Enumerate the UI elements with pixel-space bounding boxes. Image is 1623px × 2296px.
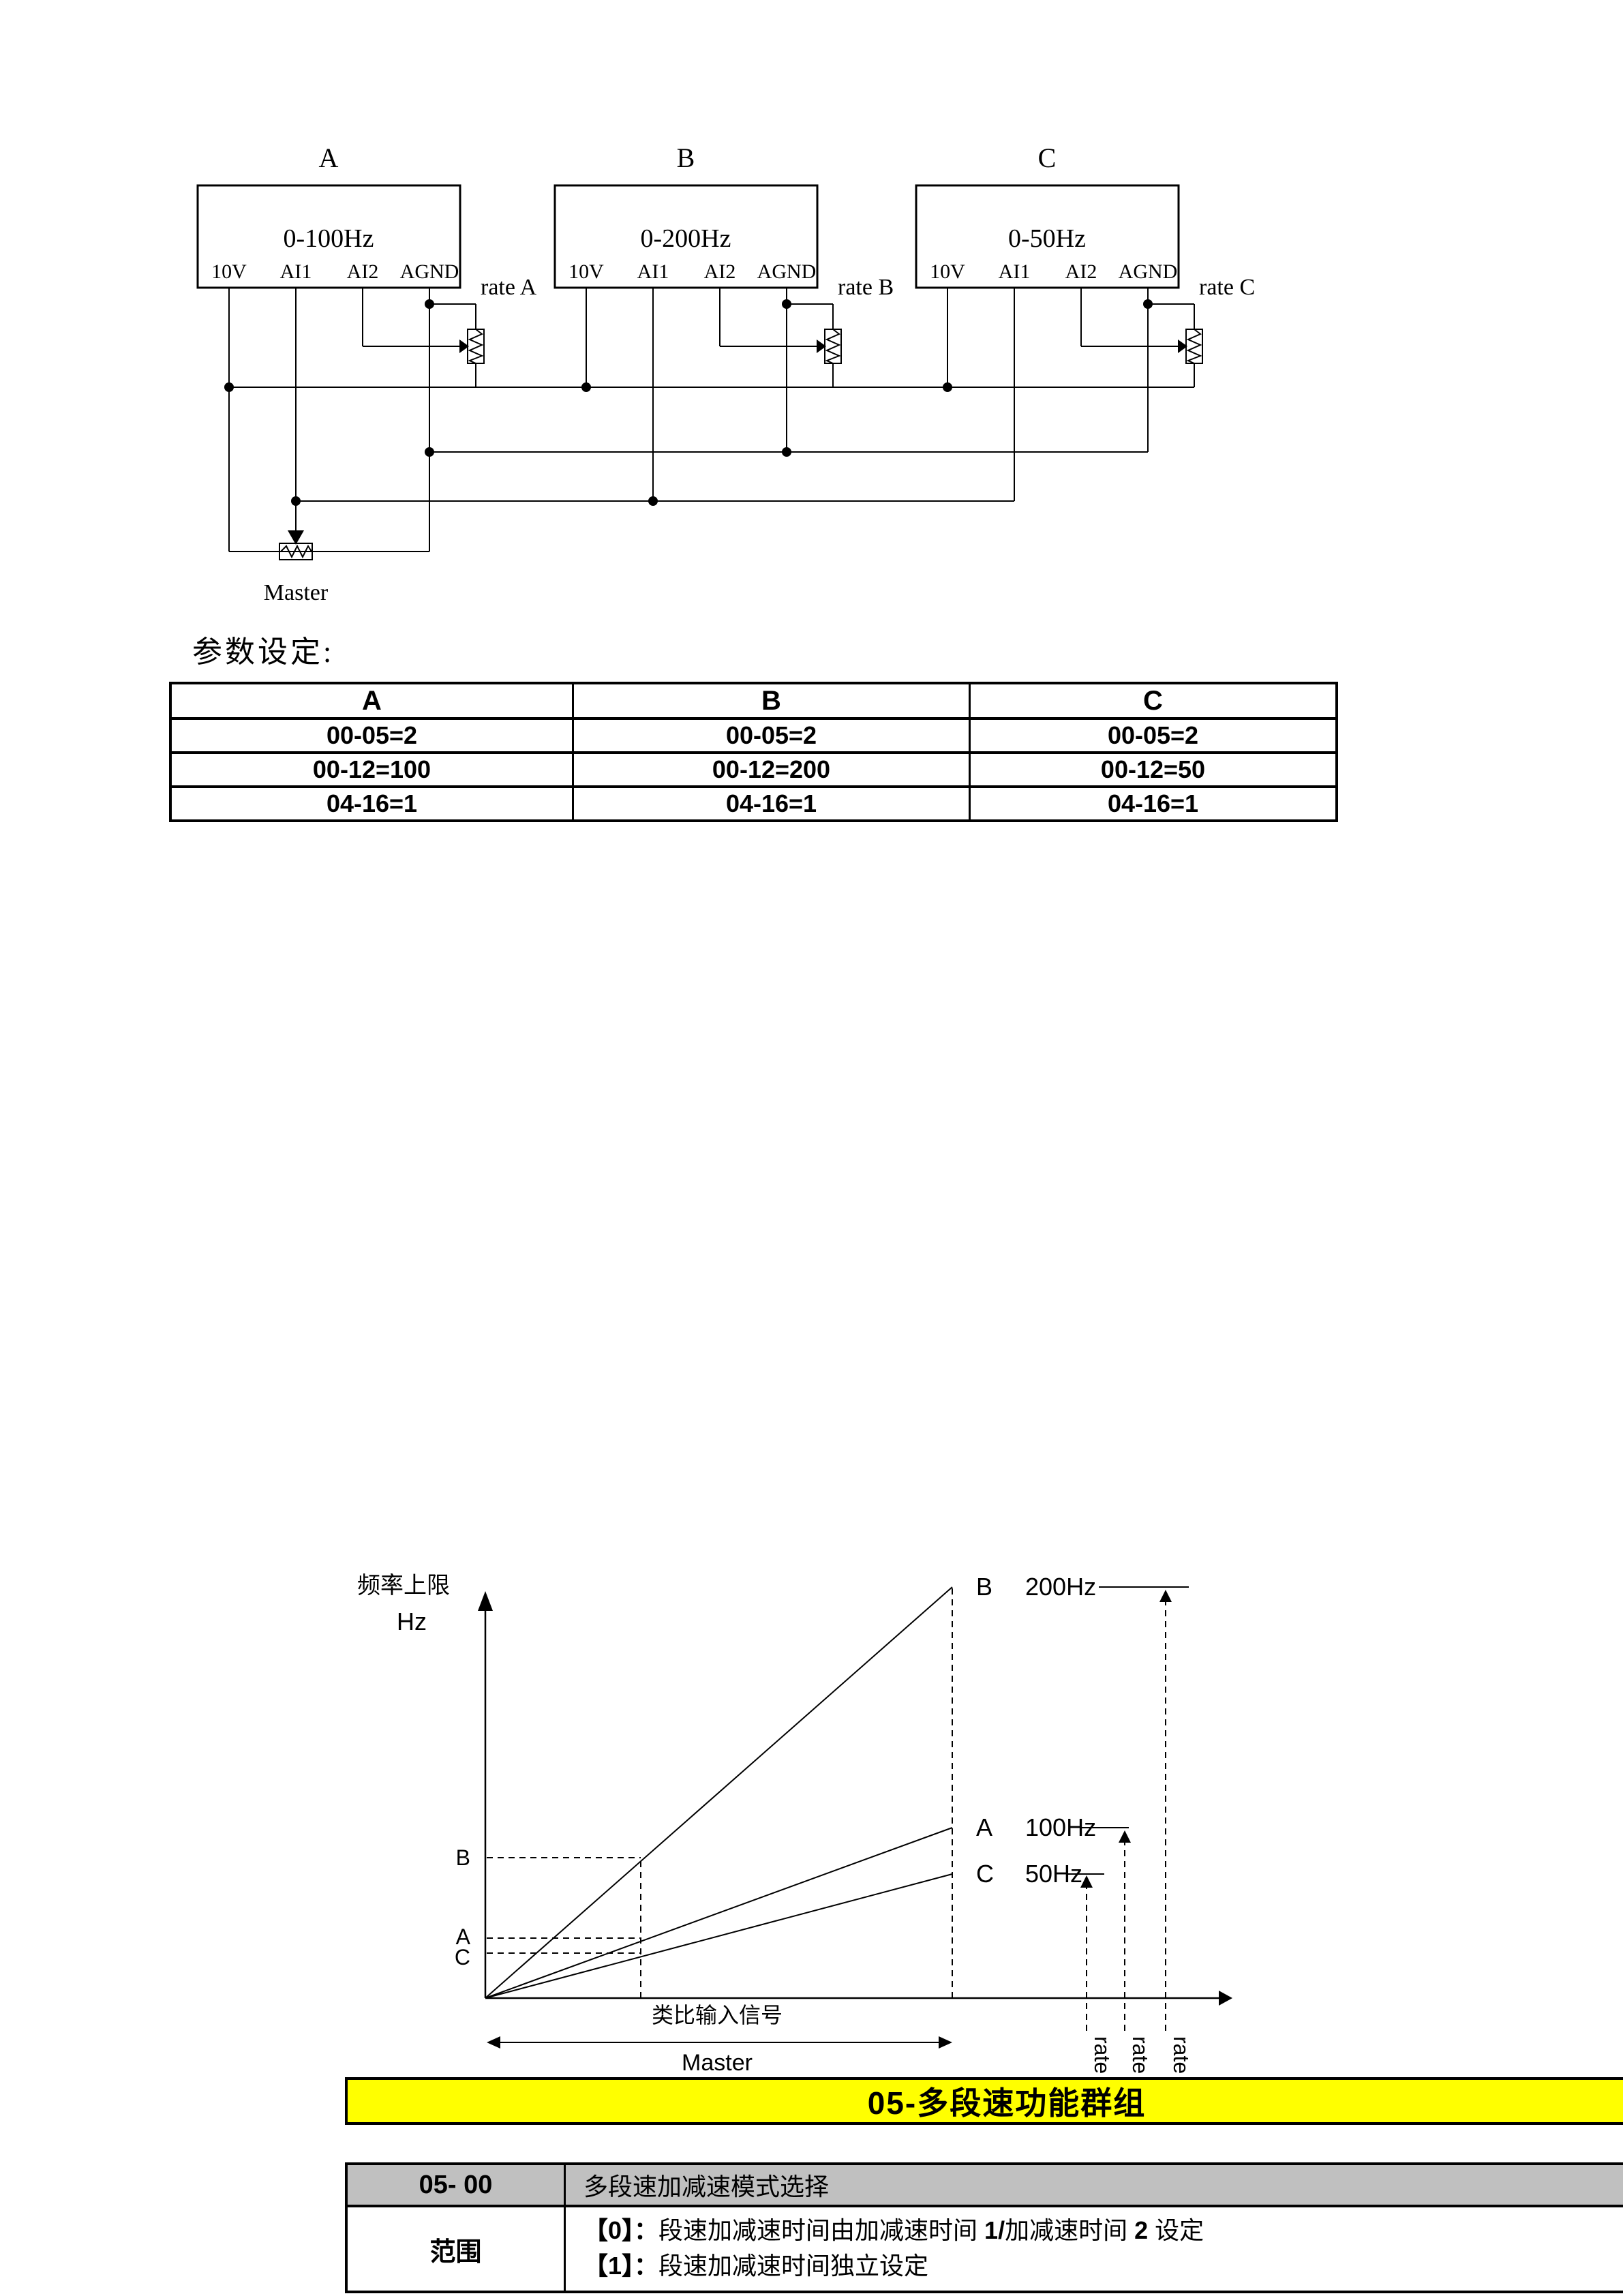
module-a-frequency-range: 0-100Hz bbox=[284, 224, 374, 253]
line-c bbox=[485, 1873, 953, 1999]
range-values: 【0】：段速加减速时间由加减速时间 1/加减速时间 2 设定 【1】：段速加减速… bbox=[566, 2207, 1623, 2291]
range-option-1: 【1】：段速加减速时间独立设定 bbox=[583, 2252, 929, 2280]
group-banner: 05-多段速功能群组 bbox=[345, 2077, 1623, 2125]
param-row: 00-12=100 00-12=200 00-12=50 bbox=[172, 751, 1335, 785]
module-a: A 0-100Hz 10V AI1 AI2 AGND rate A bbox=[196, 142, 537, 501]
terminal-ai1: AI1 bbox=[999, 260, 1031, 283]
wiring-diagram: A 0-100Hz 10V AI1 AI2 AGND rate A B 0-20… bbox=[196, 142, 1255, 605]
x-axis-arrow bbox=[1219, 1991, 1232, 2006]
header-a: A bbox=[172, 684, 574, 717]
module-b-frequency-range: 0-200Hz bbox=[641, 224, 731, 253]
rate-c-label: rate C bbox=[1199, 275, 1255, 300]
terminal-ai2: AI2 bbox=[1065, 260, 1097, 283]
range-option-0: 【0】：段速加减速时间由加减速时间 1/加减速时间 2 设定 bbox=[583, 2216, 1204, 2244]
left-marker-a: A bbox=[456, 1924, 471, 1949]
series-a-name: A bbox=[976, 1813, 992, 1841]
y-axis-unit: Hz bbox=[397, 1607, 427, 1635]
master-label: Master bbox=[264, 580, 329, 605]
param-table-header: A B C bbox=[172, 684, 1335, 717]
frequency-chart: 频率上限 Hz B A C B 200Hz A 100Hz C 50Hz bbox=[357, 1573, 1232, 2096]
left-marker-b: B bbox=[456, 1845, 470, 1870]
header-c: C bbox=[1143, 686, 1163, 716]
y-axis-label-cn: 频率上限 bbox=[357, 1573, 450, 1599]
param-row: 00-05=2 00-05=2 00-05=2 bbox=[172, 717, 1335, 751]
rate-b-label: rate B bbox=[838, 275, 894, 300]
param-0500-table: 05- 00 多段速加减速模式选择 范围 【0】：段速加减速时间由加减速时间 1… bbox=[345, 2162, 1623, 2293]
param-table-caption: 参数设定: bbox=[192, 635, 335, 669]
line-a bbox=[485, 1827, 953, 1999]
param-code: 05- 00 bbox=[348, 2165, 566, 2205]
rate-a-label: rate A bbox=[481, 275, 537, 300]
series-c-name: C bbox=[976, 1860, 994, 1888]
master-potentiometer: Master bbox=[228, 387, 430, 605]
terminal-10v: 10V bbox=[930, 260, 965, 283]
terminal-10v: 10V bbox=[568, 260, 604, 283]
group-banner-title: 05-多段速功能群组 bbox=[867, 2085, 1147, 2121]
terminal-agnd: AGND bbox=[400, 260, 459, 283]
terminal-ai2: AI2 bbox=[347, 260, 379, 283]
module-b-title: B bbox=[677, 142, 695, 173]
module-c: C 0-50Hz 10V AI1 AI2 AGND rate C bbox=[915, 142, 1255, 501]
module-c-frequency-range: 0-50Hz bbox=[1008, 224, 1086, 253]
param-desc: 多段速加减速模式选择 bbox=[583, 2173, 830, 2201]
series-b-freq: 200Hz bbox=[1025, 1573, 1096, 1601]
bus-wires bbox=[224, 382, 1194, 506]
table-row: 范围 【0】：段速加减速时间由加减速时间 1/加减速时间 2 设定 【1】：段速… bbox=[348, 2205, 1623, 2291]
terminal-agnd: AGND bbox=[757, 260, 817, 283]
terminal-10v: 10V bbox=[211, 260, 247, 283]
module-c-title: C bbox=[1038, 142, 1057, 173]
terminal-ai2: AI2 bbox=[704, 260, 736, 283]
header-b: B bbox=[574, 684, 971, 717]
range-label: 范围 bbox=[348, 2207, 566, 2291]
series-b-name: B bbox=[976, 1573, 992, 1601]
left-marker-c: C bbox=[455, 1945, 470, 1969]
param-row: 04-16=1 04-16=1 04-16=1 bbox=[172, 785, 1335, 819]
terminal-ai1: AI1 bbox=[280, 260, 312, 283]
line-b bbox=[485, 1586, 953, 1999]
param-table: A B C 00-05=2 00-05=2 00-05=2 00-12=100 … bbox=[169, 682, 1623, 2293]
module-a-title: A bbox=[319, 142, 339, 173]
y-axis-arrow bbox=[478, 1591, 493, 1611]
terminal-ai1: AI1 bbox=[637, 260, 669, 283]
module-b: B 0-200Hz 10V AI1 AI2 AGND rate B bbox=[553, 142, 894, 501]
table-row: 05- 00 多段速加减速模式选择 bbox=[348, 2165, 1623, 2205]
x-axis-label-cn: 类比输入信号 bbox=[652, 2003, 783, 2027]
terminal-agnd: AGND bbox=[1119, 260, 1178, 283]
x-axis-label-master: Master bbox=[682, 2050, 753, 2076]
